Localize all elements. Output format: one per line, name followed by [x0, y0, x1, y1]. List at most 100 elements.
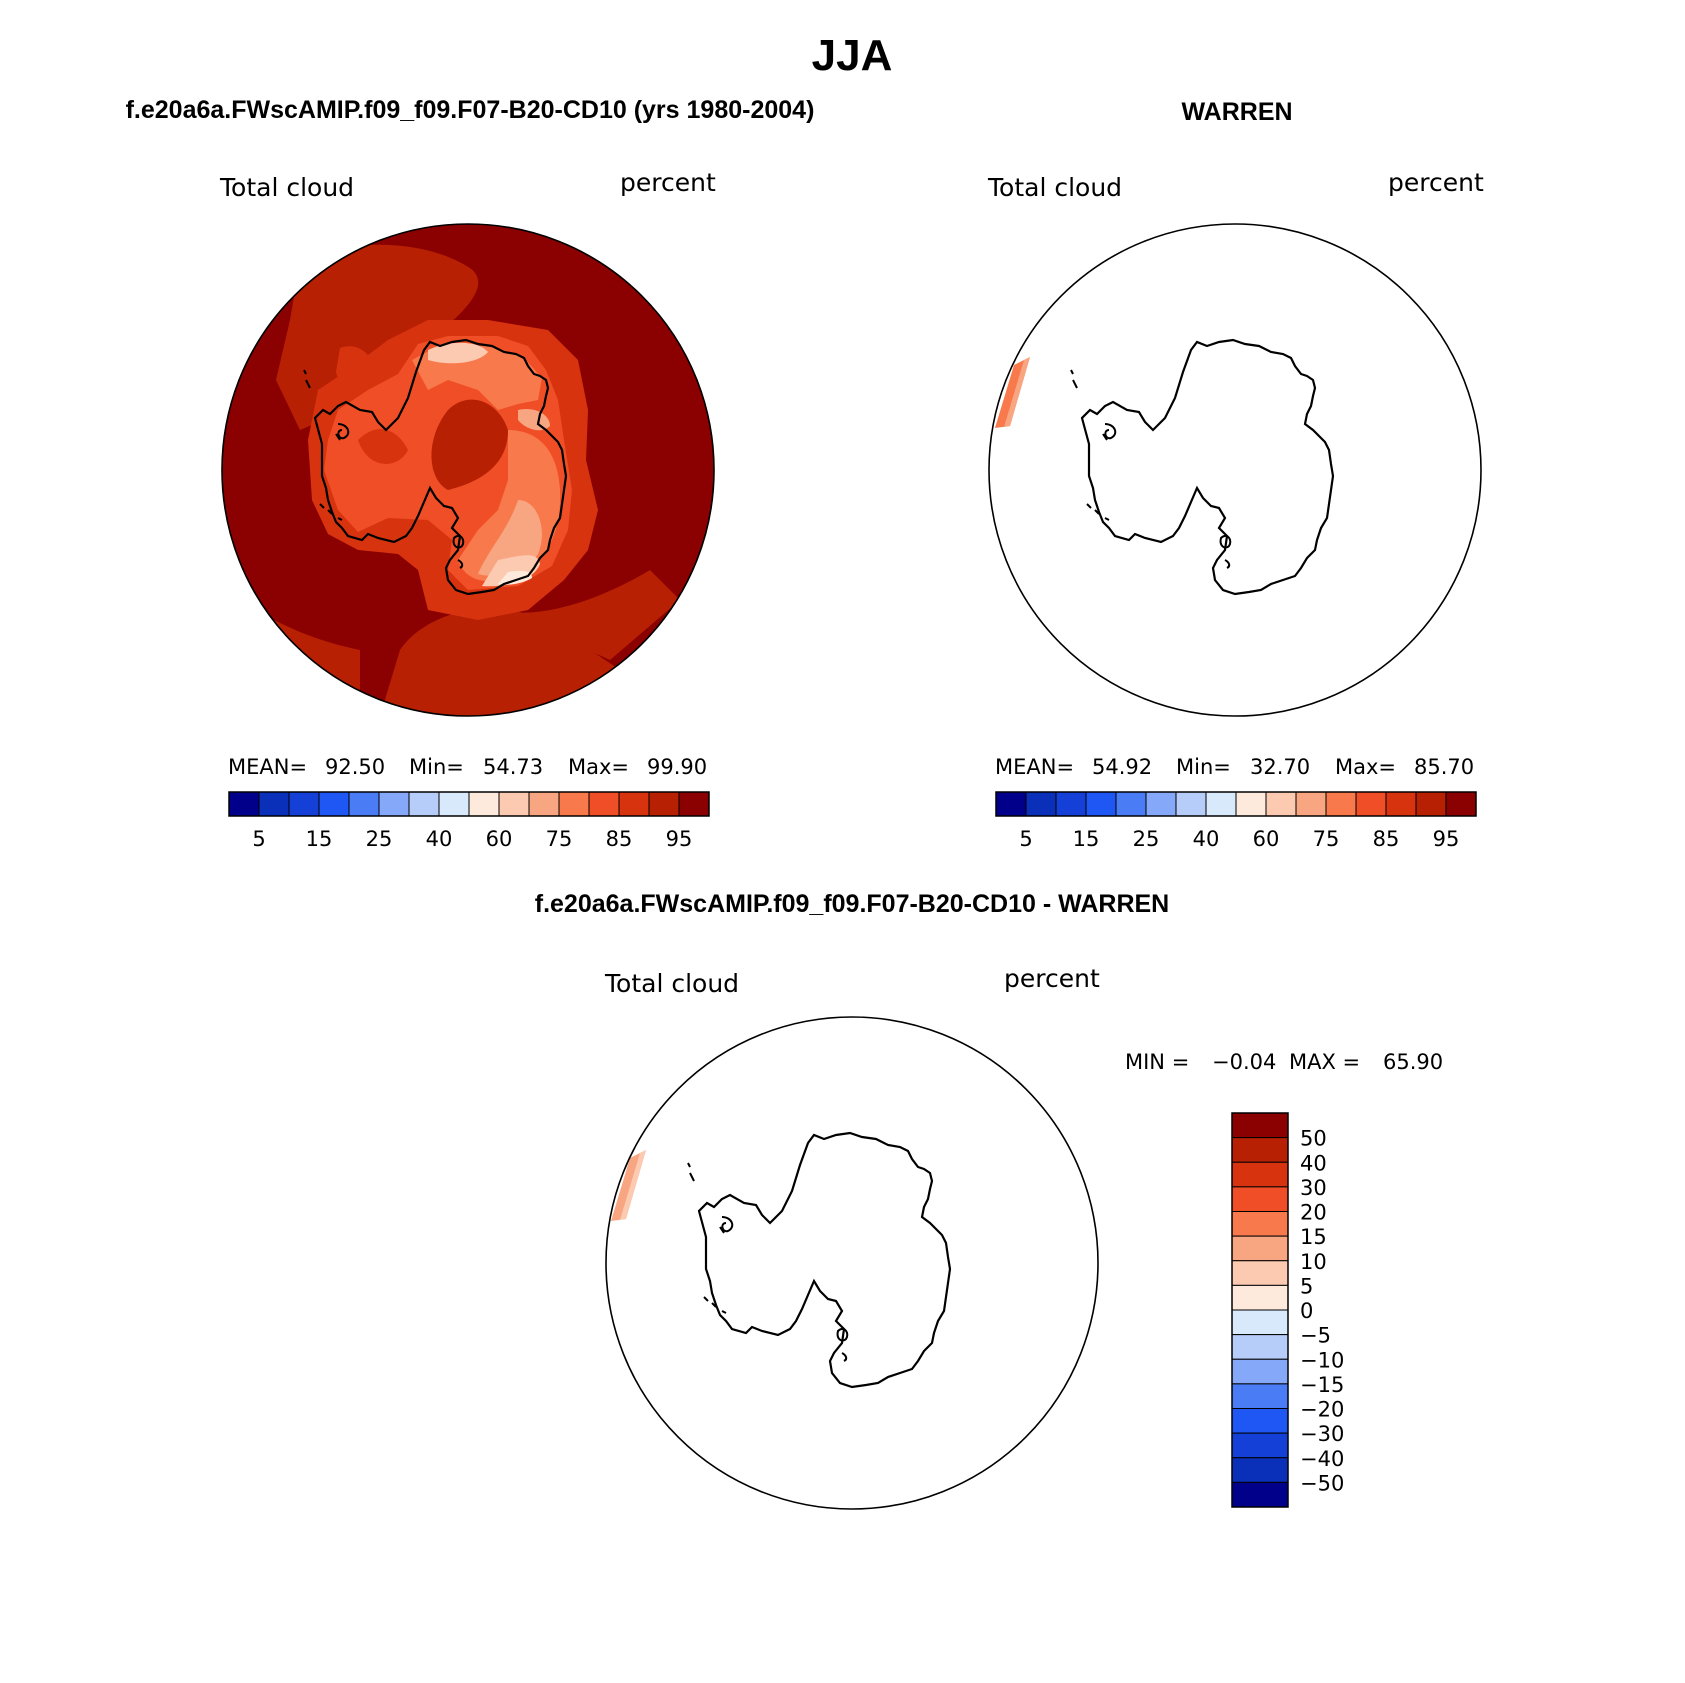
panel-c-colorbar-tick-label: −5: [1300, 1324, 1331, 1348]
panel-c-title: f.e20a6a.FWscAMIP.f09_f09.F07-B20-CD10 -…: [535, 890, 1170, 918]
panel-c-colorbar-tick-label: 40: [1300, 1151, 1327, 1175]
panel-a-colorbar-tick-label: 95: [666, 827, 693, 851]
panel-b-background: [989, 224, 1481, 716]
panel-a-continent-layer-8: [428, 342, 488, 364]
panel-c-map-border: [605, 1016, 1099, 1510]
panel-c-colorbar-swatch: [1231, 1137, 1289, 1163]
panel-a-min-value: 54.73: [483, 755, 543, 779]
panel-c-colorbar-swatch: [1231, 1432, 1289, 1459]
figure-title: JJA: [812, 31, 893, 80]
panel-b-map-border: [988, 223, 1482, 717]
panel-a-colorbar-tick-label: 60: [486, 827, 513, 851]
panel-a-colorbar-swatch: [378, 791, 410, 817]
panel-a-colorbar-swatch: [498, 791, 530, 817]
panel-a-continent-layer-7: [498, 570, 532, 585]
panel-a-map-border: [221, 223, 715, 717]
panel-c-colorbar-swatch: [1231, 1112, 1289, 1139]
panel-a-colorbar-tick-label: 85: [606, 827, 633, 851]
panel-b-colorbar-swatch: [1295, 791, 1327, 817]
panel-b-colorbar-swatch: [1115, 791, 1147, 817]
panel-b-colorbar-swatch: [1385, 791, 1417, 817]
panel-c-colorbar-swatch: [1231, 1481, 1289, 1508]
panel-a-colorbar-swatch: [678, 791, 710, 817]
panel-a: Total cloud percent: [219, 168, 716, 851]
panel-b-colorbar-tick-label: 95: [1433, 827, 1460, 851]
panel-a-colorbar-tick-label: 5: [252, 827, 265, 851]
panel-c-colorbar-swatch: [1231, 1211, 1289, 1237]
panel-c-colorbar-tick-label: 15: [1300, 1225, 1327, 1249]
panel-b-colorbar-tick-label: 60: [1253, 827, 1280, 851]
panel-a-colorbar-tick-label: 25: [366, 827, 393, 851]
panel-b-title: WARREN: [1181, 98, 1292, 126]
panel-a-max-value: 99.90: [647, 755, 707, 779]
panel-c-max-label: MAX =: [1289, 1050, 1360, 1074]
panel-a-max-label: Max=: [568, 755, 629, 779]
panel-b-colorbar-swatch: [1085, 791, 1117, 817]
panel-b-min-value: 32.70: [1250, 755, 1310, 779]
panel-b-colorbar-swatch: [995, 791, 1027, 817]
panel-a-colorbar-swatch: [348, 791, 380, 817]
panel-c-colorbar-tick-label: 5: [1300, 1274, 1313, 1298]
panel-c-max-value: 65.90: [1383, 1050, 1443, 1074]
panel-c-min-label: MIN =: [1125, 1050, 1189, 1074]
panel-b-colorbar-tick-label: 40: [1193, 827, 1220, 851]
panel-c-colorbar-swatch: [1231, 1457, 1289, 1483]
panel-b-colorbar-tick-label: 75: [1313, 827, 1340, 851]
panel-b-max-value: 85.70: [1414, 755, 1474, 779]
panel-b-units: percent: [1388, 168, 1484, 197]
panel-b-variable: Total cloud: [987, 173, 1122, 202]
panel-c-colorbar-swatch: [1231, 1260, 1289, 1286]
panel-c-colorbar-tick-label: 20: [1300, 1201, 1327, 1225]
panel-c-colorbar-tick-label: −20: [1300, 1398, 1344, 1422]
panel-c-colorbar-swatch: [1231, 1186, 1289, 1212]
panel-c-colorbar-swatch: [1231, 1334, 1289, 1360]
panel-b-colorbar-swatch: [1355, 791, 1387, 817]
panel-a-colorbar-tick-label: 75: [546, 827, 573, 851]
panel-c-colorbar-swatch: [1231, 1235, 1289, 1262]
panel-b-min-label: Min=: [1176, 755, 1231, 779]
panel-a-colorbar-swatch: [438, 791, 470, 817]
panel-a-colorbar: 5 15 25 40 60 75 85 95: [228, 791, 710, 851]
panel-b-colorbar-tick-label: 5: [1019, 827, 1032, 851]
panel-c-colorbar-swatch: [1231, 1408, 1289, 1434]
panel-c-colorbar-tick-label: 10: [1300, 1250, 1327, 1274]
panel-b-colorbar-swatch: [1445, 791, 1477, 817]
panel-b-map: [989, 224, 1481, 716]
panel-c-colorbar-frame: [1231, 1112, 1289, 1508]
panel-a-colorbar-swatch: [468, 791, 500, 817]
panel-c-colorbar-tick-label: −50: [1300, 1471, 1344, 1495]
panel-a-colorbar-swatch: [288, 791, 320, 817]
panel-b-max-label: Max=: [1335, 755, 1396, 779]
panel-a-colorbar-swatch: [618, 791, 650, 817]
panel-b-colorbar-swatch: [1415, 791, 1447, 817]
panel-c-colorbar-tick-label: −30: [1300, 1422, 1344, 1446]
panel-c-colorbar-swatch: [1231, 1358, 1289, 1385]
panel-a-colorbar-swatch: [558, 791, 590, 817]
panel-c-colorbar-swatch: [1231, 1161, 1289, 1188]
panel-a-colorbar-swatch: [318, 791, 350, 817]
panel-a-colorbar-tick-label: 15: [306, 827, 333, 851]
panel-c-colorbar-tick-label: 0: [1300, 1299, 1313, 1323]
panel-b-colorbar-swatch: [1175, 791, 1207, 817]
panel-b-colorbar-swatch: [1265, 791, 1297, 817]
panel-b-mean-value: 54.92: [1092, 755, 1152, 779]
panel-b-colorbar-swatch: [1145, 791, 1177, 817]
panel-b-colorbar-frame: [995, 791, 1477, 817]
panel-a-band-4: [500, 570, 680, 660]
panel-c-colorbar-tick-label: 50: [1300, 1127, 1327, 1151]
panel-a-title: f.e20a6a.FWscAMIP.f09_f09.F07-B20-CD10 (…: [126, 96, 815, 124]
panel-a-colorbar-swatch: [258, 791, 290, 817]
panel-c: Total cloud percent MIN = −0.04 MAX = 65…: [604, 964, 1443, 1510]
panel-a-units: percent: [620, 168, 716, 197]
panel-c-map: [606, 1017, 1098, 1509]
panel-c-colorbar-tick-label: −10: [1300, 1348, 1344, 1372]
panel-b-mean-label: MEAN=: [995, 755, 1074, 779]
panel-b-colorbar-swatch: [1235, 791, 1267, 817]
panel-c-background: [606, 1017, 1098, 1509]
panel-a-min-label: Min=: [409, 755, 464, 779]
panel-b-colorbar-swatch: [1325, 791, 1357, 817]
panel-a-colorbar-swatch: [588, 791, 620, 817]
panel-c-colorbar-tick-label: −15: [1300, 1373, 1344, 1397]
panel-a-colorbar-tick-label: 40: [426, 827, 453, 851]
